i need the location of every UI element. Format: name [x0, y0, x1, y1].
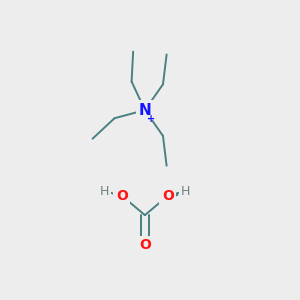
- Text: O: O: [162, 189, 174, 203]
- Text: O: O: [116, 189, 128, 203]
- Text: H: H: [100, 185, 109, 198]
- Text: N: N: [139, 103, 151, 118]
- Text: H: H: [181, 185, 190, 198]
- Text: +: +: [147, 113, 156, 124]
- Text: O: O: [139, 238, 151, 252]
